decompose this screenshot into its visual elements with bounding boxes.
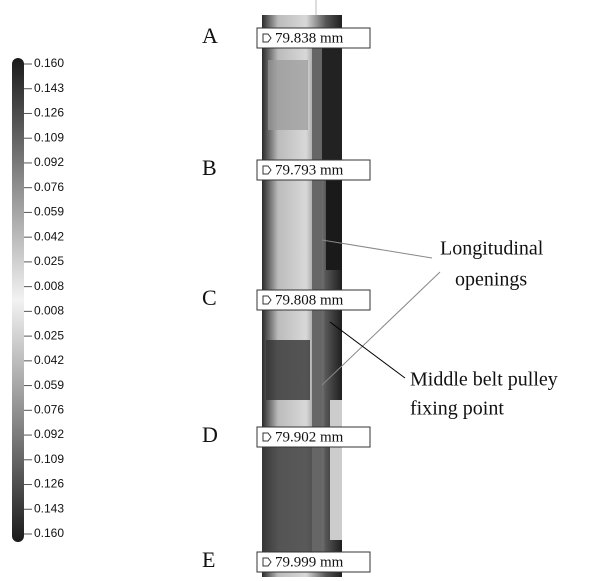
scale-label: 0.092 bbox=[34, 427, 64, 441]
annotation: Longitudinal bbox=[440, 238, 544, 260]
annotation: fixing point bbox=[410, 398, 504, 420]
scale-label: 0.160 bbox=[34, 526, 64, 540]
scale-label: 0.008 bbox=[34, 279, 64, 293]
scale-label: 0.109 bbox=[34, 452, 64, 466]
measurement-box bbox=[256, 27, 371, 49]
color-bar bbox=[12, 58, 24, 542]
arrow bbox=[329, 321, 406, 379]
scale-label: 0.025 bbox=[34, 254, 64, 268]
measure-icon bbox=[262, 557, 272, 567]
scale-label: 0.126 bbox=[34, 106, 64, 120]
measurement-box bbox=[256, 159, 371, 181]
scale-label: 0.092 bbox=[34, 155, 64, 169]
annotation: Middle belt pulley bbox=[410, 369, 558, 391]
measure-icon bbox=[262, 33, 272, 43]
scale-label: 0.143 bbox=[34, 501, 64, 515]
section-label: A bbox=[202, 23, 218, 48]
annotation: openings bbox=[455, 269, 527, 291]
section-label: B bbox=[202, 155, 217, 180]
measure-icon bbox=[262, 295, 272, 305]
scale-label: 0.059 bbox=[34, 205, 64, 219]
arrow bbox=[321, 239, 433, 259]
measurement-box bbox=[256, 551, 371, 573]
scale-label: 0.076 bbox=[34, 180, 64, 194]
measure-icon bbox=[262, 432, 272, 442]
scale-label: 0.059 bbox=[34, 378, 64, 392]
scale-label: 0.042 bbox=[34, 229, 64, 243]
scale-label: 0.109 bbox=[34, 130, 64, 144]
section-label: E bbox=[202, 547, 215, 572]
scale-label: 0.042 bbox=[34, 353, 64, 367]
scale-label: 0.025 bbox=[34, 328, 64, 342]
scale-label: 0.126 bbox=[34, 477, 64, 491]
measure-icon bbox=[262, 165, 272, 175]
measurement: 79.793 mm bbox=[275, 162, 344, 178]
measurement: 79.808 mm bbox=[275, 292, 344, 308]
scale-label: 0.008 bbox=[34, 304, 64, 318]
scale-label: 0.143 bbox=[34, 81, 64, 95]
scale-label: 0.160 bbox=[34, 56, 64, 70]
section-label: C bbox=[202, 285, 217, 310]
scale-label: 0.076 bbox=[34, 402, 64, 416]
measurement-box bbox=[256, 426, 371, 448]
section-label: D bbox=[202, 422, 218, 447]
arrow bbox=[321, 271, 441, 386]
measurement: 79.999 mm bbox=[275, 554, 344, 570]
measurement-box bbox=[256, 289, 371, 311]
measurement: 79.902 mm bbox=[275, 429, 344, 445]
measurement: 79.838 mm bbox=[275, 30, 344, 46]
